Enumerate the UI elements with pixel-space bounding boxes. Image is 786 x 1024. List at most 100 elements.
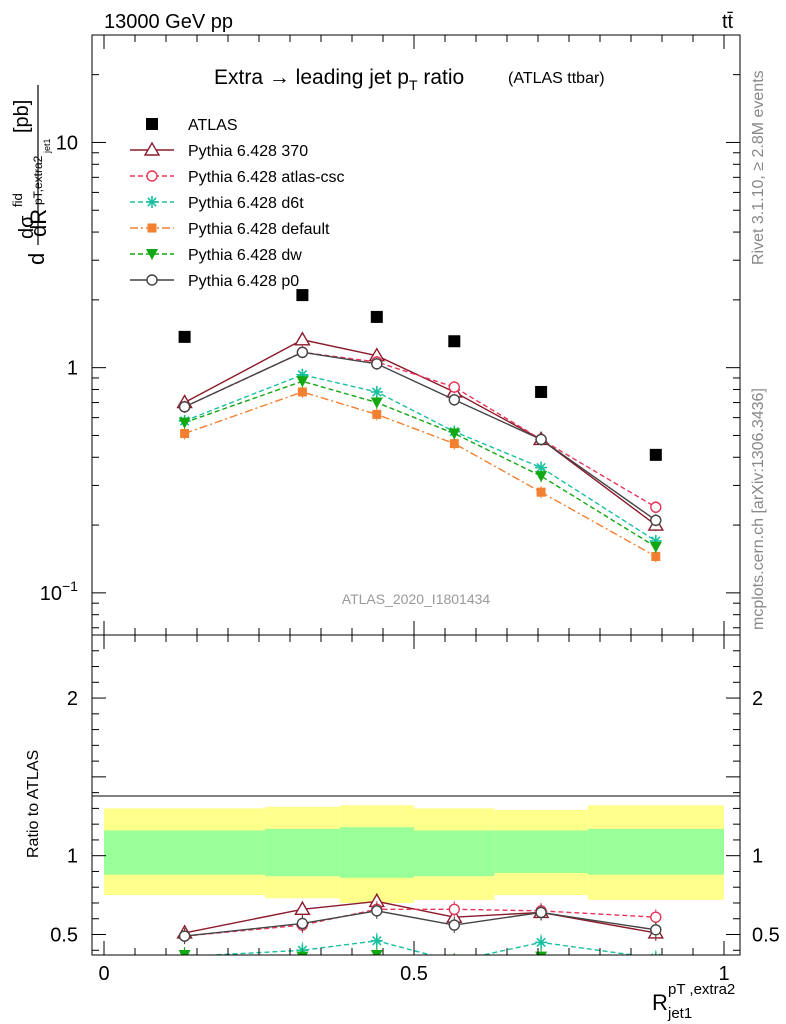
xlabel-sub: jet1 (667, 1005, 692, 1022)
rivet-label: Rivet 3.1.10, ≥ 2.8M events (750, 70, 767, 265)
main-y-tick-label: 10 (56, 132, 78, 154)
ratio-series-point (296, 951, 309, 955)
main-series-line (184, 351, 657, 521)
x-tick-label: 1 (718, 963, 729, 985)
ratio-band-inner (339, 827, 414, 878)
legend-marker (143, 141, 161, 156)
atlas-data-point (370, 310, 383, 323)
x-axis-label: R pT ,extra2 jet1 (652, 981, 735, 1022)
legend-label: Pythia 6.428 p0 (188, 273, 299, 290)
ylabel-d: d (24, 253, 49, 265)
main-series-line (184, 391, 657, 558)
ratio-uncertainty-bands (104, 805, 724, 903)
ratio-series-point (296, 917, 309, 930)
main-title-tail: ratio (418, 66, 465, 89)
main-series-point (448, 394, 460, 406)
ratio-y-tick-label: 0.5 (50, 925, 78, 947)
ratio-series-point (650, 924, 662, 936)
main-series-point (370, 385, 383, 398)
ratio-series-point (450, 962, 459, 971)
ylabel-fid: fid (10, 193, 25, 207)
ylabel-dsigma: dσ (16, 215, 38, 239)
main-series-point (449, 439, 459, 449)
ratio-series-point (178, 950, 191, 955)
main-series-point (180, 429, 190, 439)
legend-label: Pythia 6.428 d6t (188, 195, 304, 212)
ratio-series-point (535, 936, 548, 949)
main-panel-ticks (92, 34, 740, 635)
ratio-series-line (184, 954, 386, 955)
legend-marker (146, 274, 158, 286)
ratio-series-point (180, 957, 189, 966)
ratio-panel-frame (91, 634, 741, 956)
main-series-point (536, 487, 546, 497)
main-title-sub: T (409, 77, 418, 93)
ratio-series-point (372, 955, 381, 964)
ratio-series-point (650, 911, 662, 923)
main-series-point (297, 387, 307, 397)
ratio-series-point (298, 958, 307, 967)
ylabel-sub: pT,extra2 (31, 155, 45, 205)
main-series-line (184, 351, 657, 508)
main-series-point (296, 376, 309, 388)
legend-marker-atlas (146, 118, 158, 130)
legend-label: Pythia 6.428 default (188, 221, 330, 238)
ratio-band-inner (587, 828, 724, 875)
main-series-point (650, 514, 662, 527)
main-series-line (184, 380, 657, 548)
ratio-series-point (651, 957, 660, 966)
legend-marker (146, 170, 158, 182)
atlas-data-point (535, 385, 548, 398)
legend-marker (146, 196, 158, 208)
ratio-series-point (294, 900, 311, 915)
ratio-y-tick-label: 2 (67, 688, 78, 710)
legend-marker (146, 249, 158, 260)
main-series-point (178, 417, 191, 429)
ratio-series-line (184, 908, 656, 937)
main-title-note: (ATLAS ttbar) (508, 70, 605, 87)
ratio-band-inner (265, 828, 340, 877)
ylabel-unit: [pb] (11, 100, 33, 133)
main-series-point (651, 552, 661, 562)
main-y-tick-label: 1 (67, 358, 78, 380)
ratio-series-point (370, 934, 383, 947)
xlabel-sup: pT ,extra2 (668, 981, 735, 998)
ratio-tick-labels: 0.5 0.5 1 1 2 2 0 0.5 1 (50, 688, 780, 985)
ratio-series-point (448, 955, 460, 967)
ratio-series-point (537, 955, 546, 964)
main-series-point (649, 541, 662, 553)
x-tick-label: 0 (98, 963, 109, 985)
ratio-series-point (448, 956, 460, 967)
legend: ATLAS Pythia 6.428 370 Pythia 6.428 atlas-… (130, 117, 345, 290)
ratio-series-point (448, 919, 460, 931)
ratio-panel-ticks (92, 634, 740, 955)
atlas-data-layer (178, 289, 662, 461)
legend-label: Pythia 6.428 dw (188, 247, 302, 264)
ratio-series-point (370, 950, 383, 955)
ratio-series-line (200, 940, 639, 955)
analysis-label: ATLAS_2020_I1801434 (342, 591, 491, 607)
main-series-point (650, 501, 662, 513)
ratio-series-point (535, 906, 547, 919)
ratio-band-inner (104, 830, 266, 875)
ratio-series-point (448, 903, 460, 915)
main-y-axis-label: dR dσ fid pT,extra2 jet1 [pb] d (10, 85, 52, 265)
main-series-point (535, 433, 547, 446)
ratio-series-line (184, 910, 656, 937)
legend-label: Pythia 6.428 atlas-csc (188, 169, 345, 186)
main-series-line (184, 339, 657, 526)
main-series-point (296, 346, 309, 359)
main-series-layer (176, 331, 665, 563)
atlas-data-point (448, 335, 461, 348)
xlabel-R: R (652, 990, 668, 1015)
ratio-band-inner (494, 830, 588, 874)
atlas-data-point (649, 448, 662, 461)
mcplots-label: mcplots.cern.ch [arXiv:1306.3436] (750, 388, 767, 630)
legend-label: Pythia 6.428 370 (188, 143, 308, 160)
main-y-tick-label: 10 (40, 583, 62, 605)
ylabel-subsub: jet1 (42, 138, 52, 154)
ratio-y-tick-label-right: 2 (752, 688, 763, 710)
main-series-point (294, 331, 311, 346)
